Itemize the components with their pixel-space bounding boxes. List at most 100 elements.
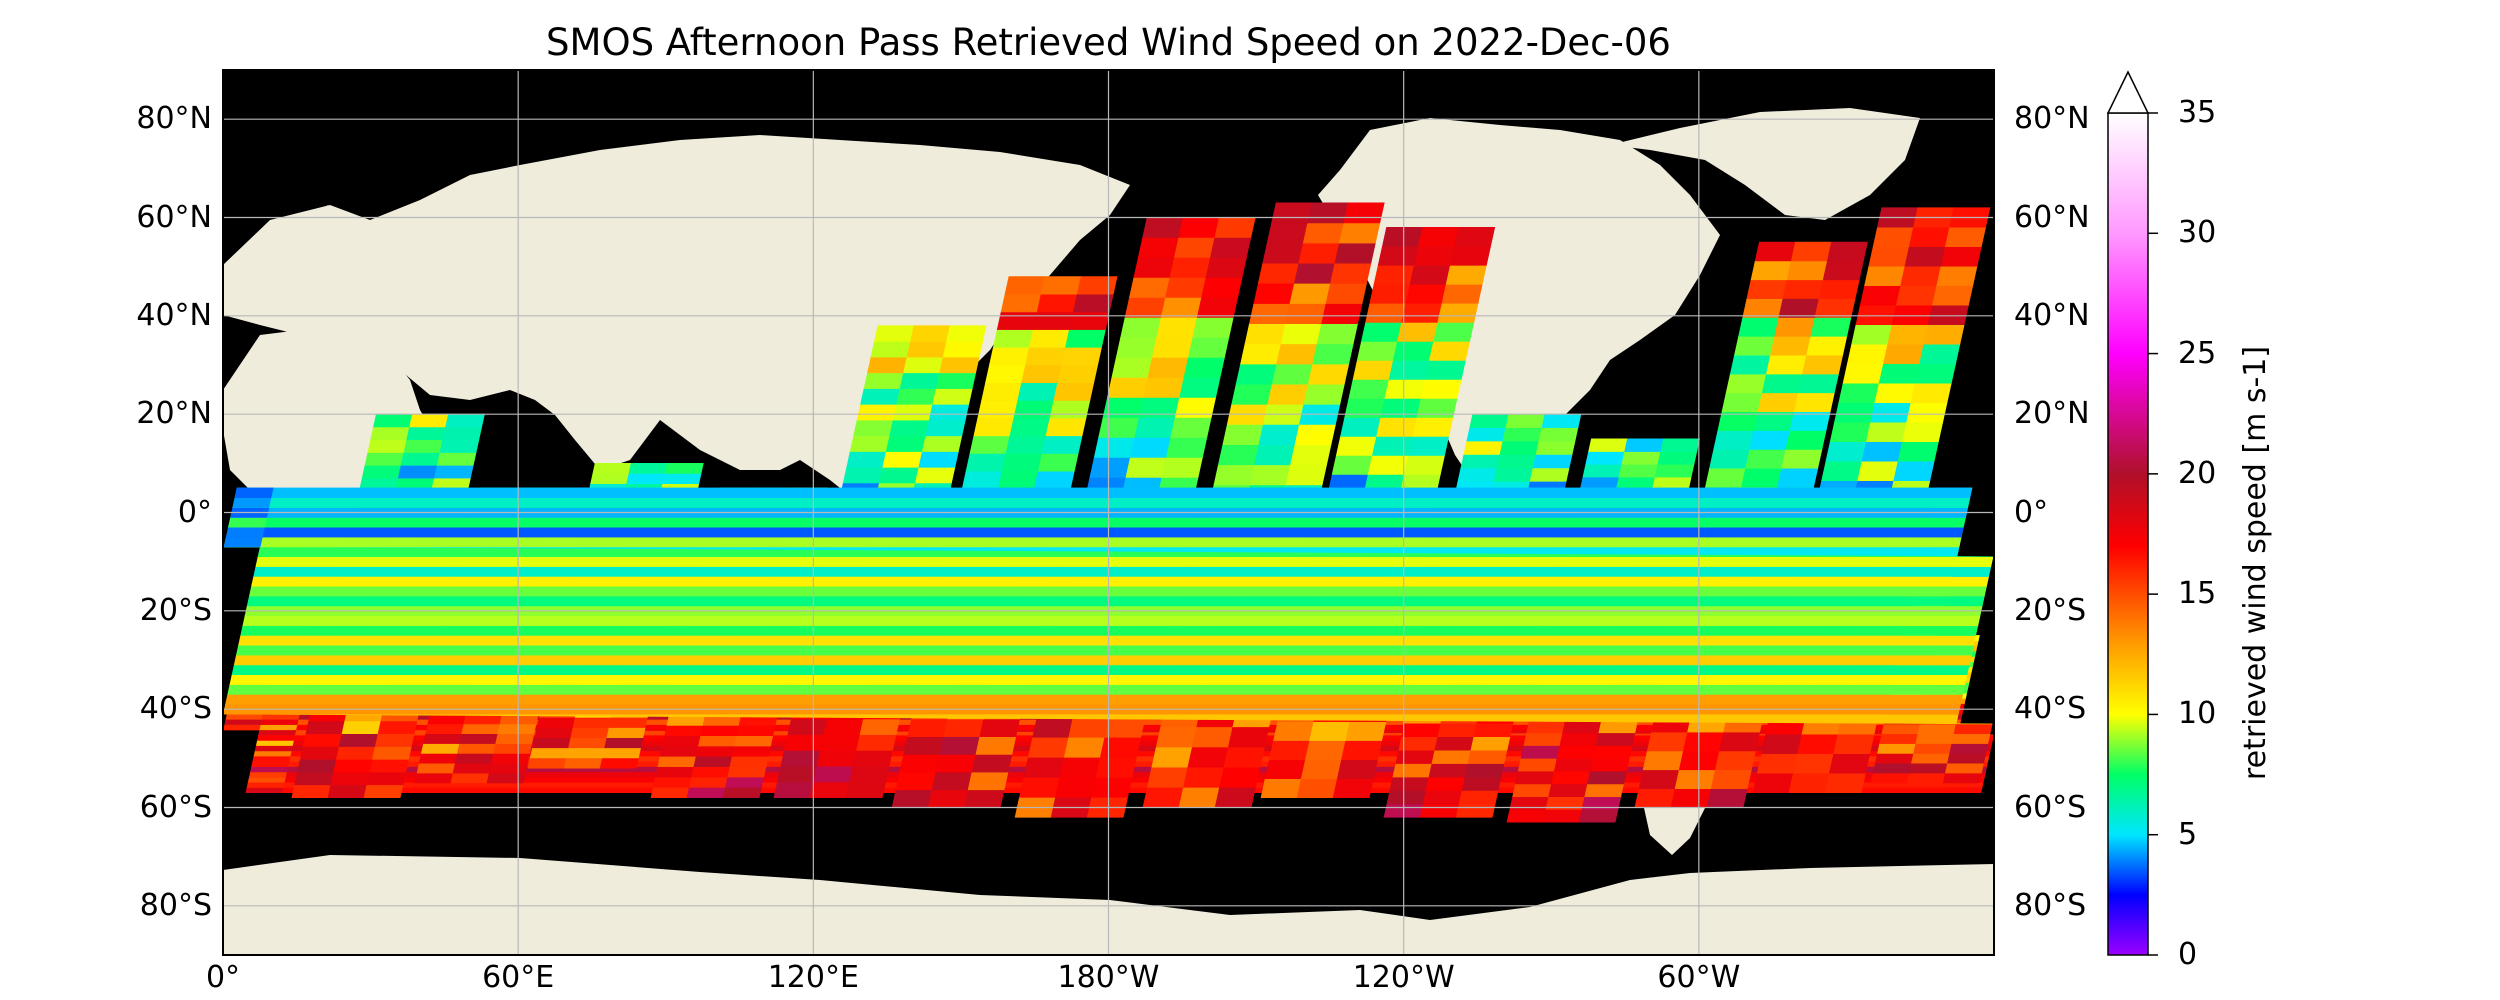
lon-label-bottom: 180°W	[1057, 960, 1160, 995]
swath-cell	[1851, 324, 1893, 345]
swath-cell	[1872, 226, 1914, 247]
swath-cell	[1861, 441, 1903, 462]
swath-cell	[1908, 762, 1948, 774]
swath-cell	[532, 737, 572, 749]
swath-cell	[722, 787, 762, 798]
swath-cell	[652, 776, 692, 788]
swath-cell	[1833, 733, 1875, 755]
swath-cell	[606, 727, 646, 738]
swath-cell	[1878, 363, 1920, 384]
swath-cell	[1129, 277, 1171, 298]
swath-cell	[626, 473, 666, 484]
swath-cell	[400, 452, 441, 466]
swath-cell	[1129, 437, 1172, 458]
swath-cell	[1590, 758, 1630, 772]
swath-cell	[1389, 776, 1430, 791]
swath-cell	[486, 772, 526, 784]
swath-cell	[852, 750, 893, 767]
lon-label-bottom: 120°W	[1352, 960, 1455, 995]
swath-cell	[1449, 246, 1491, 266]
swath-cell	[1125, 457, 1167, 478]
swath-cell	[1582, 464, 1623, 478]
swath-cell	[903, 356, 944, 374]
swath-cell	[1049, 400, 1091, 419]
colorbar-ticks	[2148, 112, 2158, 956]
swath-cell	[1457, 467, 1498, 482]
swath-cell	[1766, 354, 1807, 375]
swath-cell	[979, 718, 1021, 738]
swath-cell	[251, 760, 290, 767]
swath-cell	[942, 341, 984, 358]
swath-cell	[1091, 777, 1133, 798]
swath-cell	[1725, 373, 1767, 394]
swath-cell	[1454, 227, 1496, 247]
swath-cell	[297, 759, 337, 773]
swath-cell	[734, 735, 774, 747]
swath-cell	[445, 413, 485, 428]
swath-cell	[1466, 427, 1507, 442]
swath-cell	[1300, 759, 1342, 779]
swath-cell	[1059, 757, 1101, 778]
swath-cell	[849, 765, 890, 783]
swath-cell	[874, 325, 915, 342]
swath-cell	[1298, 242, 1340, 264]
swath-cell	[565, 747, 606, 759]
swath-cell	[967, 771, 1009, 791]
swath-cell	[1151, 746, 1193, 768]
swath-cell	[1781, 449, 1823, 469]
swath-cell	[1244, 323, 1286, 345]
swath-cell	[1033, 470, 1075, 490]
swath-cell	[599, 757, 639, 769]
swath-cell	[238, 635, 1977, 646]
swath-cell	[1372, 436, 1414, 456]
swath-cell	[493, 743, 533, 754]
swath-cell	[1089, 457, 1131, 478]
swath-cell	[1045, 417, 1087, 437]
swath-cell	[1542, 809, 1583, 823]
swath-cell	[1714, 750, 1756, 771]
swath-cell	[1535, 440, 1576, 455]
swath-cell	[1290, 444, 1332, 466]
swath-cell	[853, 419, 894, 437]
swath-cell	[423, 733, 463, 744]
swath-cell	[1529, 467, 1570, 482]
swath-cell	[882, 451, 923, 468]
swath-cell	[1936, 265, 1978, 286]
colorbar-tick-label: 25	[2178, 335, 2217, 371]
swath-cell	[1170, 417, 1212, 438]
swath-cell	[1829, 421, 1871, 443]
swath-cell	[1340, 417, 1382, 437]
swath-cell	[254, 745, 293, 752]
swath-cell	[777, 765, 818, 783]
swath-cell	[1169, 257, 1211, 278]
swath-cell	[246, 595, 1985, 607]
swath-cell	[1512, 783, 1552, 797]
swath-cell	[1210, 237, 1252, 258]
swath-cell	[1782, 279, 1824, 299]
swath-cell	[1506, 809, 1547, 823]
swath-cell	[1797, 733, 1839, 755]
swath-cell	[1944, 762, 1984, 774]
swath-cell	[691, 766, 731, 778]
swath-cell	[1814, 298, 1856, 318]
swath-cell	[1381, 227, 1423, 247]
swath-cell	[1729, 354, 1771, 375]
swath-cell	[1551, 770, 1591, 785]
swath-cell	[1178, 217, 1220, 238]
swath-cell	[1947, 753, 1987, 764]
swath-cell	[1834, 402, 1876, 423]
lat-label-right: 20°N	[2014, 396, 2090, 432]
swath-cell	[1401, 303, 1443, 323]
lat-label-right: 60°N	[2014, 199, 2090, 235]
swath-cell	[1493, 467, 1534, 482]
swath-cell	[1029, 329, 1070, 348]
swath-cell	[971, 754, 1013, 773]
swath-cell	[257, 734, 296, 741]
swath-cell	[1137, 237, 1180, 258]
swath-cell	[1461, 776, 1502, 791]
swath-cell	[450, 772, 490, 784]
swath-cell	[1942, 772, 1982, 784]
swath-cell	[1592, 745, 1633, 759]
swath-cell	[372, 746, 412, 760]
swath-cell	[1307, 202, 1349, 224]
